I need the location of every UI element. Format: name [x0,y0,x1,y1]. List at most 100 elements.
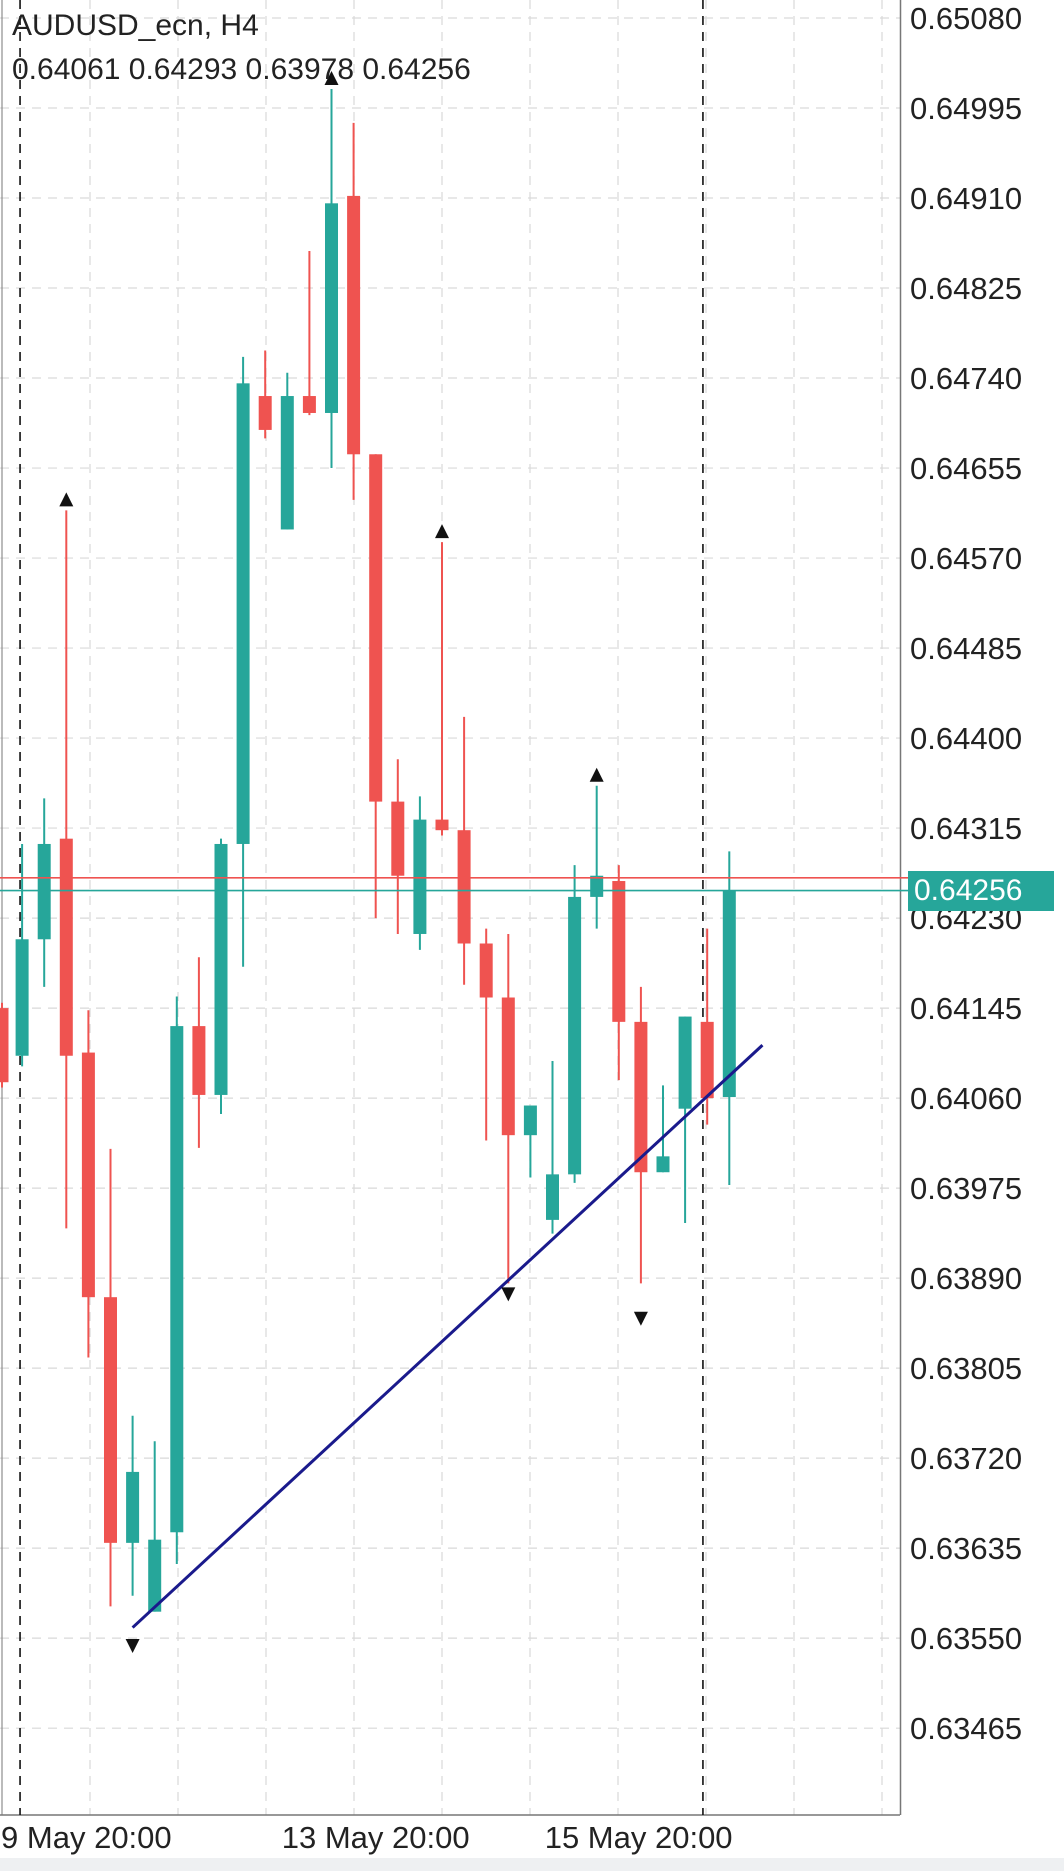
candle-body [568,896,582,1175]
candle [37,798,51,987]
candle-body [280,396,294,530]
price-axis-label: 0.65080 [910,1,1022,36]
price-axis-label: 0.64570 [910,541,1022,576]
candle-body [479,943,493,998]
candle [501,933,515,1284]
candle [568,865,582,1183]
price-axis-label: 0.64825 [910,271,1022,306]
price-axis-label: 0.64315 [910,811,1022,846]
candle [656,1085,670,1173]
candle-body [302,396,316,413]
candle-body [347,195,361,455]
candle [523,1105,537,1178]
time-axis-label: 9 May 20:00 [1,1820,172,1855]
candle [325,88,338,469]
candle-body [501,997,515,1136]
price-axis-label: 0.64400 [910,721,1022,756]
candle [391,759,405,934]
fractal-down-arrow [501,1287,516,1302]
fractal-up-arrow [59,492,74,507]
candle [413,796,427,950]
price-axis-label: 0.63550 [910,1621,1022,1656]
candle [590,785,604,929]
price-axis-label: 0.63720 [910,1441,1022,1476]
candle [104,1148,117,1607]
candle-body [457,830,471,944]
candle-body [59,838,73,1056]
candle [457,716,471,985]
price-axis-label: 0.64740 [910,361,1022,396]
trendline [131,1044,764,1629]
fractal-up-arrow [324,70,339,85]
candle [700,928,714,1125]
fractal-down-arrow [125,1638,140,1653]
candle [369,454,383,919]
candle [302,250,316,416]
candle-body [369,454,383,802]
price-axis-label: 0.64060 [910,1081,1022,1116]
price-axis-label: 0.63635 [910,1531,1022,1566]
current-price-tag: 0.64256 [908,870,1054,911]
candle [170,996,184,1565]
candle-body [15,939,29,1056]
time-axis-label: 15 May 20:00 [545,1820,733,1855]
candle-body [0,1008,9,1083]
candle-body [126,1471,140,1543]
ohlc-readout: 0.64061 0.64293 0.63978 0.64256 [12,53,471,86]
candle-body [590,875,604,897]
candle [347,122,361,500]
candle-body [700,1021,714,1099]
price-axis-label: 0.63465 [910,1711,1022,1746]
candle-body [546,1174,559,1220]
candle-body [104,1297,117,1543]
price-axis-label: 0.64485 [910,631,1022,666]
price-axis-label: 0.64145 [910,991,1022,1026]
candle-body [722,890,736,1098]
candle [126,1415,140,1596]
price-axis-label: 0.63805 [910,1351,1022,1386]
candle [479,928,493,1141]
candle-body [391,801,405,876]
candle-body [325,203,338,413]
fractal-up-arrow [589,767,604,782]
candle [236,356,250,967]
candle-body [634,1021,648,1173]
candle-body [192,1026,206,1095]
candle [612,865,626,1081]
candle-body [258,396,272,430]
price-axis-label: 0.64995 [910,91,1022,126]
chart-header: AUDUSD_ecn, H4 0.64061 0.64293 0.63978 0… [12,4,471,92]
time-axis-label: 13 May 20:00 [282,1820,470,1855]
candle [678,1016,692,1224]
price-axis-label: 0.64910 [910,181,1022,216]
symbol-timeframe: AUDUSD_ecn, H4 [12,9,259,42]
candle [634,986,648,1284]
candle [722,851,736,1185]
candle-body [148,1539,162,1612]
candle [148,1441,162,1612]
candle-body [37,843,51,940]
fractal-up-arrow [435,524,449,539]
candle [546,1061,559,1234]
candle [214,838,228,1114]
price-axis-label: 0.63975 [910,1171,1022,1206]
fractal-down-arrow [633,1311,648,1326]
candle-body [435,819,449,831]
candle [258,350,272,439]
candle-body [81,1052,95,1298]
candle [435,542,449,836]
candle [81,1010,95,1358]
price-axis-label: 0.63890 [910,1261,1022,1296]
candle-body [678,1016,692,1109]
candle [59,510,73,1229]
candle-body [612,881,626,1022]
price-axis-label: 0.64655 [910,451,1022,486]
candle-body [413,819,427,934]
candle [0,1002,9,1088]
candle-body [214,843,228,1095]
candle [192,957,206,1148]
candle-body [523,1105,537,1136]
candle-body [656,1156,670,1173]
